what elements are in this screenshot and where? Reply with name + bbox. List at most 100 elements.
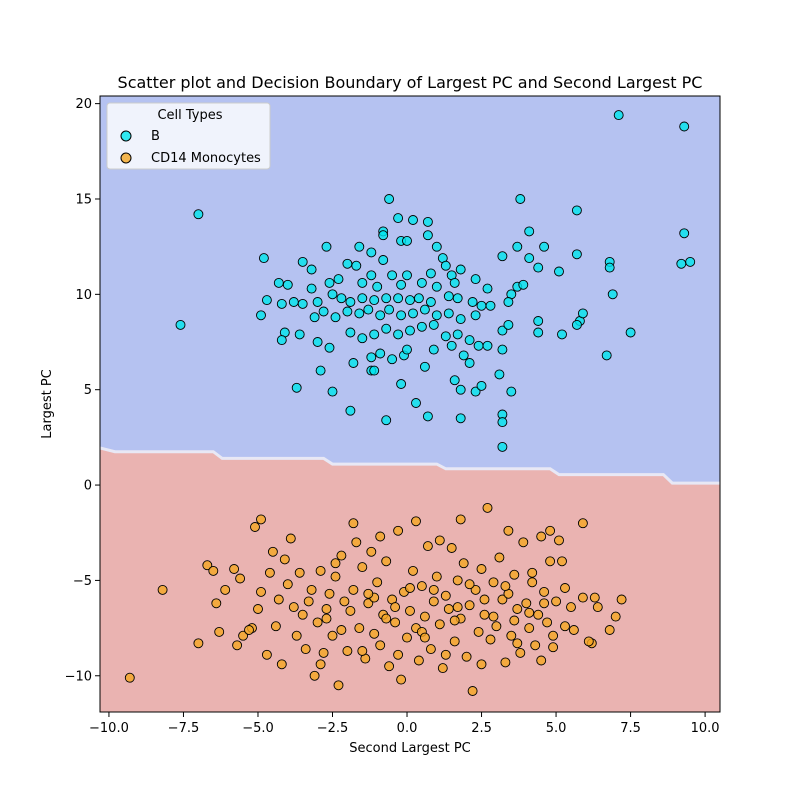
point-cd14-monocytes [309, 670, 320, 681]
x-tick-label: −7.5 [168, 721, 200, 736]
chart-title: Scatter plot and Decision Boundary of La… [118, 73, 703, 92]
point-cd14-monocytes [294, 567, 305, 578]
point-b [470, 274, 481, 285]
point-cd14-monocytes [518, 537, 529, 548]
point-cd14-monocytes [363, 588, 374, 599]
point-b [455, 314, 466, 325]
point-cd14-monocytes [214, 626, 225, 637]
point-cd14-monocytes [306, 584, 317, 595]
point-b [446, 340, 457, 351]
legend-marker-b [120, 130, 132, 142]
legend-label-b: B [151, 129, 160, 144]
point-b [411, 398, 421, 408]
point-cd14-monocytes [419, 632, 430, 643]
point-b [393, 293, 404, 304]
point-cd14-monocytes [557, 556, 567, 567]
point-cd14-monocytes [416, 581, 427, 592]
points-layer [124, 110, 696, 696]
point-b [416, 321, 427, 332]
legend-label-cd14-monocytes: CD14 Monocytes [151, 151, 261, 166]
point-b [443, 291, 454, 302]
point-cd14-monocytes [452, 575, 463, 586]
x-tick-label: 5.0 [546, 721, 567, 736]
point-b [503, 319, 514, 330]
legend-box [106, 102, 271, 170]
point-cd14-monocytes [488, 577, 499, 588]
point-b [497, 344, 508, 355]
x-tick-label: −5.0 [242, 721, 274, 736]
point-b [524, 226, 535, 237]
point-cd14-monocytes [330, 558, 341, 569]
point-b [422, 411, 433, 422]
point-b [449, 375, 460, 386]
point-b [428, 319, 439, 330]
point-b [455, 384, 466, 395]
decision-boundary-line [100, 446, 720, 485]
point-b [485, 300, 496, 311]
point-b [422, 230, 433, 241]
y-axis: −10 −5 0 5 10 15 20 [65, 97, 100, 684]
point-cd14-monocytes [539, 598, 550, 609]
point-b [345, 327, 356, 338]
point-b [357, 277, 368, 288]
point-b [533, 327, 544, 338]
point-cd14-monocytes [348, 584, 359, 595]
point-b [375, 310, 386, 321]
point-cd14-monocytes [449, 615, 460, 626]
point-cd14-monocytes [193, 638, 204, 649]
legend-marker-cd14-monocytes [120, 152, 132, 164]
point-b [422, 216, 433, 227]
point-cd14-monocytes [276, 659, 287, 670]
point-b [378, 230, 389, 241]
point-cd14-monocytes [253, 604, 263, 614]
point-cd14-monocytes [390, 602, 401, 613]
point-b [345, 405, 356, 416]
point-b [518, 279, 529, 290]
point-cd14-monocytes [604, 625, 615, 635]
point-b [458, 350, 469, 361]
point-b [571, 319, 582, 330]
x-axis-label: Second Largest PC [349, 741, 470, 756]
point-b [366, 270, 377, 281]
point-cd14-monocytes [267, 546, 278, 557]
point-b [425, 268, 436, 279]
point-b [256, 310, 266, 321]
point-b [613, 110, 624, 121]
point-b [607, 289, 618, 300]
point-cd14-monocytes [381, 556, 392, 567]
point-cd14-monocytes [494, 552, 505, 563]
point-b [357, 293, 368, 304]
point-b [571, 205, 582, 216]
point-b [506, 386, 517, 397]
point-b [431, 241, 442, 252]
point-b [381, 323, 392, 334]
point-b [348, 358, 359, 368]
point-cd14-monocytes [211, 598, 222, 609]
point-cd14-monocytes [509, 569, 520, 580]
point-cd14-monocytes [321, 604, 332, 614]
point-b [601, 350, 612, 361]
point-cd14-monocytes [413, 655, 424, 666]
point-b [318, 306, 329, 317]
point-b [372, 281, 383, 292]
point-b [336, 293, 347, 304]
point-b [455, 264, 466, 275]
point-b [440, 331, 451, 342]
point-cd14-monocytes [455, 514, 466, 525]
point-b [476, 300, 487, 311]
point-cd14-monocytes [560, 621, 570, 632]
point-cd14-monocytes [384, 661, 395, 672]
point-b [604, 262, 615, 273]
point-cd14-monocytes [577, 592, 588, 603]
point-cd14-monocytes [422, 541, 433, 552]
x-tick-label: 7.5 [620, 721, 641, 736]
point-cd14-monocytes [440, 590, 451, 601]
point-b [473, 340, 484, 351]
point-b [175, 319, 186, 330]
point-cd14-monocytes [500, 581, 511, 592]
point-cd14-monocytes [297, 609, 308, 620]
point-cd14-monocytes [512, 604, 523, 614]
point-b [282, 279, 293, 290]
point-cd14-monocytes [333, 680, 344, 691]
x-tick-label: 10.0 [691, 721, 720, 736]
